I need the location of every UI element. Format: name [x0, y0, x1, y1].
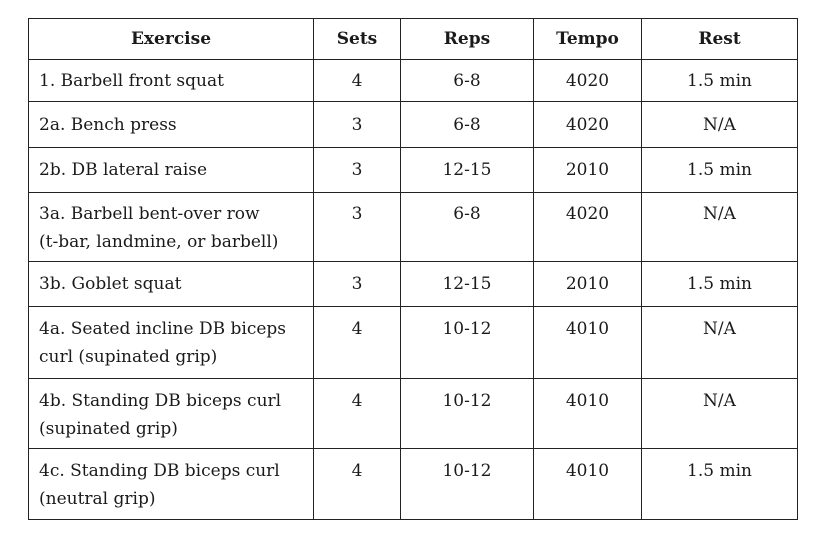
exercise-name: 3a. Barbell bent-over row	[39, 204, 260, 224]
table-row: 4b. Standing DB biceps curl (supinated g…	[28, 378, 798, 449]
table-row: 4a. Seated incline DB biceps curl (supin…	[28, 306, 798, 379]
reps-cell: 12-15	[400, 147, 534, 193]
exercise-name: 2a. Bench press	[39, 114, 177, 135]
tempo-cell: 2010	[533, 261, 642, 307]
tempo-cell: 4010	[533, 448, 642, 520]
exercise-name: 4a. Seated incline DB biceps	[39, 319, 287, 339]
rest-cell: 1.5 min	[641, 59, 798, 102]
table-row: 3a. Barbell bent-over row (t-bar, landmi…	[28, 192, 798, 262]
sets-cell: 4	[313, 378, 401, 449]
tempo-cell: 4020	[533, 59, 642, 102]
rest-cell: 1.5 min	[641, 261, 798, 307]
sets-cell: 3	[313, 147, 401, 193]
reps-cell: 6-8	[400, 59, 534, 102]
table-row: 2b. DB lateral raise 3 12-15 2010 1.5 mi…	[28, 147, 798, 193]
exercise-name: 4b. Standing DB biceps curl	[39, 391, 282, 411]
reps-cell: 10-12	[400, 306, 534, 379]
sets-cell: 4	[313, 306, 401, 379]
exercise-note: (t-bar, landmine, or barbell)	[39, 232, 279, 252]
exercise-cell: 4a. Seated incline DB biceps curl (supin…	[28, 306, 314, 379]
tempo-cell: 4010	[533, 378, 642, 449]
reps-cell: 6-8	[400, 192, 534, 262]
exercise-cell: 2a. Bench press	[28, 101, 314, 148]
exercise-name: 2b. DB lateral raise	[39, 160, 208, 180]
table-row: 1. Barbell front squat 4 6-8 4020 1.5 mi…	[28, 59, 798, 102]
reps-cell: 10-12	[400, 378, 534, 449]
sets-cell: 4	[313, 59, 401, 102]
rest-cell: N/A	[641, 378, 798, 449]
exercise-cell: 2b. DB lateral raise	[28, 147, 314, 193]
tempo-cell: 4020	[533, 101, 642, 148]
reps-cell: 12-15	[400, 261, 534, 307]
exercise-cell: 3b. Goblet squat	[28, 261, 314, 307]
exercise-cell: 1. Barbell front squat	[28, 59, 314, 102]
table-row: 2a. Bench press 3 6-8 4020 N/A	[28, 101, 798, 148]
workout-table: Exercise Sets Reps Tempo Rest 1. Barbell…	[28, 18, 798, 520]
header-tempo: Tempo	[533, 18, 642, 60]
sets-cell: 3	[313, 261, 401, 307]
rest-cell: N/A	[641, 101, 798, 148]
table-row: 3b. Goblet squat 3 12-15 2010 1.5 min	[28, 261, 798, 307]
tempo-cell: 2010	[533, 147, 642, 193]
exercise-name: 1. Barbell front squat	[39, 70, 224, 91]
exercise-cell: 4b. Standing DB biceps curl (supinated g…	[28, 378, 314, 449]
header-rest: Rest	[641, 18, 798, 60]
sets-cell: 3	[313, 192, 401, 262]
exercise-name: 3b. Goblet squat	[39, 274, 182, 294]
rest-cell: N/A	[641, 192, 798, 262]
rest-cell: N/A	[641, 306, 798, 379]
sets-cell: 3	[313, 101, 401, 148]
rest-cell: 1.5 min	[641, 448, 798, 520]
header-exercise: Exercise	[28, 18, 314, 60]
exercise-note: (supinated grip)	[39, 419, 178, 439]
tempo-cell: 4010	[533, 306, 642, 379]
header-reps: Reps	[400, 18, 534, 60]
exercise-note: curl (supinated grip)	[39, 347, 218, 367]
exercise-name: 4c. Standing DB biceps curl	[39, 461, 280, 481]
exercise-cell: 3a. Barbell bent-over row (t-bar, landmi…	[28, 192, 314, 262]
sets-cell: 4	[313, 448, 401, 520]
exercise-note: (neutral grip)	[39, 489, 156, 509]
reps-cell: 10-12	[400, 448, 534, 520]
workout-table-container: Exercise Sets Reps Tempo Rest 1. Barbell…	[28, 18, 798, 520]
rest-cell: 1.5 min	[641, 147, 798, 193]
exercise-cell: 4c. Standing DB biceps curl (neutral gri…	[28, 448, 314, 520]
header-sets: Sets	[313, 18, 401, 60]
table-row: 4c. Standing DB biceps curl (neutral gri…	[28, 448, 798, 520]
reps-cell: 6-8	[400, 101, 534, 148]
table-header-row: Exercise Sets Reps Tempo Rest	[28, 18, 798, 60]
tempo-cell: 4020	[533, 192, 642, 262]
